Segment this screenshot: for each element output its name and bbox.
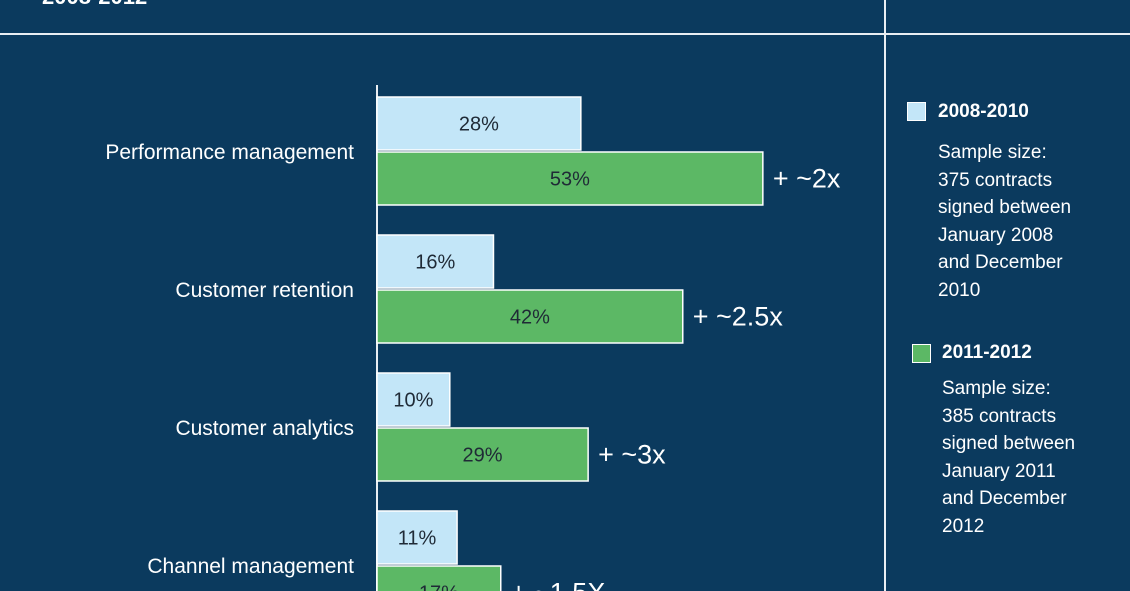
bar-2011-2012-customer-retention xyxy=(376,289,684,344)
legend-swatch-2011-2012 xyxy=(912,344,931,363)
growth-label-performance-management: + ~2x xyxy=(773,164,841,194)
bar-2008-2010-customer-analytics xyxy=(376,372,451,427)
legend-label-2008-2010: 2008-2010 xyxy=(938,101,1029,122)
header-divider xyxy=(0,33,1130,35)
page-title: 2008-2012 xyxy=(42,0,147,8)
data-label-2008-2010-channel-management: 11% xyxy=(398,528,437,550)
growth-label-customer-retention: + ~2.5x xyxy=(693,302,784,332)
legend-note-2008-2010: Sample size: 375 contracts signed betwee… xyxy=(938,142,1072,301)
bar-2008-2010-customer-retention xyxy=(376,234,495,289)
category-label-customer-retention: Customer retention xyxy=(175,279,354,302)
bar-2008-2010-performance-management xyxy=(376,96,582,151)
data-label-2011-2012-performance-management: 53% xyxy=(550,169,590,191)
bar-chart: Performance management 28% 53% + ~2x Custome… xyxy=(105,85,841,591)
bar-2011-2012-customer-analytics xyxy=(376,427,589,482)
growth-label-customer-analytics: + ~3x xyxy=(598,440,666,470)
data-label-2011-2012-customer-analytics: 29% xyxy=(463,445,503,467)
legend-label-2011-2012: 2011-2012 xyxy=(942,342,1032,363)
legend-note-2011-2012: Sample size: 385 contracts signed betwee… xyxy=(942,378,1076,537)
data-label-2011-2012-customer-retention: 42% xyxy=(510,307,550,329)
bar-2008-2010-channel-management xyxy=(376,510,458,565)
growth-label-channel-management: + ~1.5X xyxy=(511,578,606,591)
data-label-2011-2012-channel-management: 17% xyxy=(419,583,459,591)
legend-divider xyxy=(884,0,886,591)
legend-swatch-2008-2010 xyxy=(907,102,926,121)
category-label-customer-analytics: Customer analytics xyxy=(175,417,354,440)
data-label-2008-2010-performance-management: 28% xyxy=(459,114,499,136)
bar-2011-2012-channel-management xyxy=(376,565,502,591)
data-label-2008-2010-customer-analytics: 10% xyxy=(393,390,433,412)
data-label-2008-2010-customer-retention: 16% xyxy=(415,252,455,274)
category-label-channel-management: Channel management xyxy=(147,555,354,578)
category-label-performance-management: Performance management xyxy=(105,141,354,164)
bar-2011-2012-performance-management xyxy=(376,151,764,206)
